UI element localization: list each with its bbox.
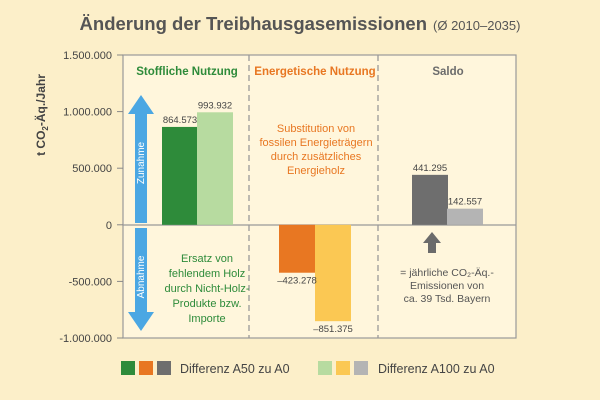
legend-swatch <box>354 361 368 375</box>
bar <box>197 112 233 225</box>
category-header: Saldo <box>432 66 463 78</box>
annotation-line: = jährliche CO₂-Äq.- <box>400 267 494 279</box>
annotation-saldo: = jährliche CO₂-Äq.-Emissionen von ca. 39… <box>400 267 494 305</box>
decrease-arrow: Abnahme <box>128 228 154 331</box>
legend-label: Differenz A100 zu A0 <box>378 362 495 376</box>
annotation-line: Emissionen von <box>410 280 484 292</box>
annotation-line: fossilen Energieträgern <box>259 137 372 149</box>
bar-value-label: 441.295 <box>413 163 447 174</box>
legend-swatch <box>318 361 332 375</box>
annotation-line: Substitution von <box>277 123 355 135</box>
annotation-line: ca. 39 Tsd. Bayern <box>404 293 491 305</box>
increase-arrow-label: Zunahme <box>136 141 147 184</box>
chart-title-main: Änderung der Treibhausgasemissionen <box>80 13 427 34</box>
decrease-arrow-shape <box>128 228 154 331</box>
annotation-line: Energieholz <box>287 165 345 177</box>
bar-labels: 864.573 –423.278 441.295 993.932 –851.375 142… <box>163 100 482 335</box>
bar-value-label: 142.557 <box>448 197 482 208</box>
annotation-line: durch zusätzliches <box>271 151 362 163</box>
increase-arrow-shape <box>128 95 154 223</box>
y-tick-label: 1.000.000 <box>63 107 112 119</box>
category-header: Stoffliche Nutzung <box>136 66 238 78</box>
y-axis-label: t CO2-Äq./Jahr <box>33 74 50 156</box>
annotation-line: Produkte bzw. <box>172 298 241 310</box>
legend-label: Differenz A50 zu A0 <box>180 362 290 376</box>
bar <box>315 224 351 322</box>
bar-value-label: –423.278 <box>277 276 317 287</box>
bar-value-label: –851.375 <box>313 324 353 335</box>
y-axis-label-sub: 2 <box>41 126 50 131</box>
y-axis: 1.500.000 1.000.000 500.000 0 -500.000 -1.000… <box>59 50 123 345</box>
annotation-line: Ersatz von <box>181 253 233 265</box>
saldo-up-arrow <box>423 232 441 253</box>
annotation-energetische: Substitution von fossilen Energieträgern d… <box>259 123 372 177</box>
y-axis-label-b: -Äq./Jahr <box>33 74 48 126</box>
y-tick-label: -500.000 <box>69 276 112 288</box>
chart-title: Änderung der Treibhausgasemissionen (Ø 20… <box>80 13 521 34</box>
annotation-stoffliche: Ersatz von fehlendem Holz durch Nicht-Holz… <box>165 253 250 325</box>
bar <box>412 174 448 225</box>
bar <box>162 126 198 225</box>
annotations: Ersatz von fehlendem Holz durch Nicht-Holz… <box>165 123 495 325</box>
chart-subtitle: (Ø 2010–2035) <box>433 18 520 33</box>
annotation-line: fehlendem Holz <box>169 268 245 280</box>
y-tick-label: 500.000 <box>72 163 112 175</box>
y-tick-label: -1.000.000 <box>59 333 112 345</box>
annotation-line: Importe <box>188 313 225 325</box>
bar-value-label: 864.573 <box>163 115 197 126</box>
bar <box>447 208 483 225</box>
legend-swatch <box>157 361 171 375</box>
category-headers: Stoffliche Nutzung Energetische Nutzung Sa… <box>136 66 463 78</box>
annotation-line: durch Nicht-Holz- <box>165 283 250 295</box>
bar-value-label: 993.932 <box>198 100 232 111</box>
category-header: Energetische Nutzung <box>254 66 375 78</box>
y-tick-label: 0 <box>106 220 112 232</box>
legend-swatch <box>139 361 153 375</box>
bar <box>279 224 315 273</box>
legend-swatch <box>121 361 135 375</box>
decrease-arrow-label: Abnahme <box>136 255 147 298</box>
legend: Differenz A50 zu A0 Differenz A100 zu A0 <box>121 361 495 376</box>
saldo-up-arrow-shape <box>423 232 441 253</box>
increase-arrow: Zunahme <box>128 95 154 223</box>
bars <box>162 112 483 322</box>
y-axis-label-a: t CO <box>34 131 48 156</box>
legend-swatch <box>336 361 350 375</box>
y-tick-label: 1.500.000 <box>63 50 112 62</box>
